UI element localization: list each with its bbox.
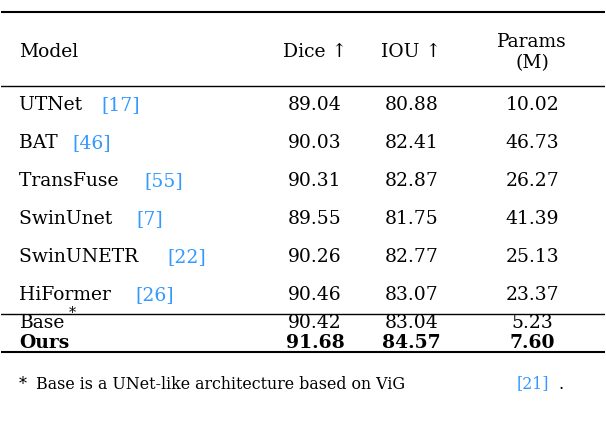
Text: [22]: [22] <box>167 248 206 266</box>
Text: 83.04: 83.04 <box>385 315 439 333</box>
Text: 82.41: 82.41 <box>385 134 439 152</box>
Text: 89.04: 89.04 <box>288 96 342 114</box>
Text: 91.68: 91.68 <box>285 334 344 352</box>
Text: 82.87: 82.87 <box>385 172 439 190</box>
Text: 46.73: 46.73 <box>505 134 559 152</box>
Text: 84.57: 84.57 <box>382 334 441 352</box>
Text: 10.02: 10.02 <box>505 96 559 114</box>
Text: 82.77: 82.77 <box>385 248 439 266</box>
Text: TransFuse: TransFuse <box>19 172 125 190</box>
Text: Base: Base <box>19 315 65 333</box>
Text: Base is a UNet-like architecture based on ViG: Base is a UNet-like architecture based o… <box>36 376 410 392</box>
Text: SwinUNETR: SwinUNETR <box>19 248 145 266</box>
Text: SwinUnet: SwinUnet <box>19 210 119 228</box>
Text: [26]: [26] <box>135 286 174 304</box>
Text: [46]: [46] <box>72 134 111 152</box>
Text: Model: Model <box>19 43 79 61</box>
Text: 23.37: 23.37 <box>505 286 559 304</box>
Text: 5.23: 5.23 <box>511 315 553 333</box>
Text: 90.46: 90.46 <box>288 286 342 304</box>
Text: BAT: BAT <box>19 134 64 152</box>
Text: 26.27: 26.27 <box>505 172 559 190</box>
Text: Ours: Ours <box>19 334 70 352</box>
Text: 90.42: 90.42 <box>288 315 342 333</box>
Text: *: * <box>69 306 76 320</box>
Text: 90.03: 90.03 <box>288 134 342 152</box>
Text: 90.26: 90.26 <box>288 248 342 266</box>
Text: 25.13: 25.13 <box>505 248 559 266</box>
Text: [17]: [17] <box>101 96 140 114</box>
Text: 7.60: 7.60 <box>510 334 555 352</box>
Text: 90.31: 90.31 <box>288 172 342 190</box>
Text: [55]: [55] <box>144 172 183 190</box>
Text: IOU ↑: IOU ↑ <box>381 43 442 61</box>
Text: 80.88: 80.88 <box>385 96 439 114</box>
Text: UTNet: UTNet <box>19 96 88 114</box>
Text: .: . <box>559 376 564 392</box>
Text: Params
(M): Params (M) <box>498 33 567 72</box>
Text: 41.39: 41.39 <box>505 210 559 228</box>
Text: 89.55: 89.55 <box>288 210 342 228</box>
Text: 81.75: 81.75 <box>385 210 439 228</box>
Text: 83.07: 83.07 <box>385 286 439 304</box>
Text: [21]: [21] <box>517 376 549 392</box>
Text: HiFormer: HiFormer <box>19 286 118 304</box>
Text: *: * <box>19 376 33 392</box>
Text: Dice ↑: Dice ↑ <box>283 43 347 61</box>
Text: [7]: [7] <box>137 210 164 228</box>
